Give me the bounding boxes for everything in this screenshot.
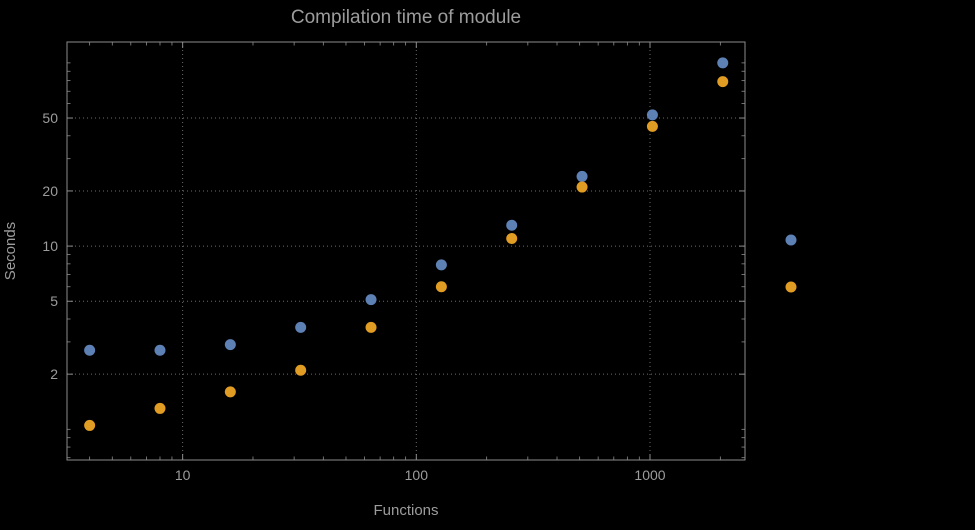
data-point-series-orange — [646, 120, 658, 132]
y-tick-label: 10 — [42, 238, 58, 254]
chart-title: Compilation time of module — [291, 7, 521, 28]
data-point-series-orange — [717, 76, 729, 88]
data-point-series-blue — [717, 57, 729, 69]
plot-frame — [66, 41, 746, 461]
data-point-series-orange — [154, 402, 166, 414]
data-point-series-orange — [576, 181, 588, 193]
data-point-series-blue — [576, 170, 588, 182]
data-point-series-blue — [365, 294, 377, 306]
data-point-series-orange — [84, 419, 96, 431]
data-point-series-orange — [435, 281, 447, 293]
y-tick-label: 5 — [50, 293, 58, 309]
data-point-series-blue — [646, 109, 658, 121]
frame-rect — [66, 41, 746, 461]
data-point-series-blue — [435, 259, 447, 271]
data-point-series-blue — [154, 344, 166, 356]
y-tick-label: 50 — [42, 110, 58, 126]
data-point-series-orange — [224, 386, 236, 398]
data-points — [84, 57, 729, 431]
data-point-series-blue — [84, 344, 96, 356]
x-tick-label: 100 — [405, 467, 429, 483]
data-point-series-orange — [506, 233, 518, 245]
y-tick-label: 2 — [50, 366, 58, 382]
legend-markers — [785, 234, 797, 293]
legend-marker-series-orange — [785, 281, 797, 293]
gridlines — [67, 42, 745, 460]
legend-marker-series-blue — [785, 234, 797, 246]
data-point-series-blue — [295, 321, 307, 333]
data-point-series-orange — [365, 321, 377, 333]
data-point-series-orange — [295, 364, 307, 376]
y-axis-label: Seconds — [2, 222, 19, 280]
data-point-series-blue — [506, 219, 518, 231]
x-axis-label: Functions — [373, 502, 438, 519]
x-tick-label: 1000 — [634, 467, 665, 483]
axis-ticks — [67, 42, 745, 460]
tick-labels: 10 100 1000 2 5 10 20 50 — [42, 110, 665, 483]
y-tick-label: 20 — [42, 183, 58, 199]
data-point-series-blue — [224, 339, 236, 351]
x-tick-label: 10 — [175, 467, 191, 483]
